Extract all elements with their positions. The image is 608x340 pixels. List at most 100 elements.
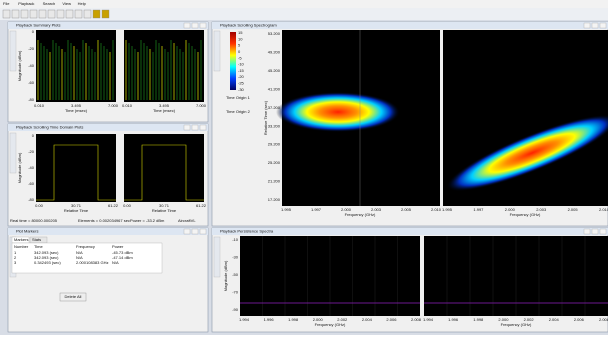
y-tick-label: 45.200 [268, 68, 281, 73]
toolbar-button[interactable] [38, 9, 47, 19]
toolbar-button[interactable] [20, 9, 29, 19]
window-button[interactable] [183, 124, 191, 131]
table [11, 242, 163, 274]
status-text: Power = -33.2 dBm [130, 218, 165, 223]
status-text: Real time = 80000.000205 [10, 218, 58, 223]
time-origin: Time Origin 2 [226, 109, 251, 114]
y-tick-label: -40 [28, 165, 35, 170]
y-tick-label: 53.200 [268, 31, 281, 36]
table-cell: N/A [76, 255, 83, 260]
table-cell: 342.093 (sec) [34, 250, 59, 255]
window-button[interactable] [199, 22, 207, 29]
window-button[interactable] [591, 228, 599, 235]
colorbar-tick: -5 [238, 55, 242, 60]
toolbar-button[interactable] [56, 9, 65, 19]
delete-button[interactable] [59, 292, 87, 302]
window-button[interactable] [199, 228, 207, 235]
table-cell: N/A [112, 260, 119, 265]
menu-item[interactable]: Playback [18, 1, 34, 6]
y-tick-label: -70 [232, 290, 239, 295]
y-tick-label: 0 [32, 29, 35, 34]
title-bar [8, 22, 208, 29]
table-cell: 2.000108383 GHz [76, 260, 108, 265]
x-tick-label: 2.008 [411, 317, 422, 322]
y-tick-label: 21.200 [268, 179, 281, 184]
table-cell: 342.093 (sec) [34, 255, 59, 260]
menu-bar [0, 0, 608, 8]
x-axis-label: Relative Time [152, 208, 177, 213]
side-toolbar [213, 30, 221, 72]
x-axis-label: Time (msec) [153, 108, 176, 113]
x-tick-label: 1.994 [239, 317, 250, 322]
table-cell: N/A [76, 250, 83, 255]
toolbar-button[interactable] [29, 9, 38, 19]
x-tick-label: 2.000 [505, 207, 516, 212]
window-button[interactable] [183, 22, 191, 29]
table-cell: 3 [14, 260, 17, 265]
x-tick-label: 30.71 [71, 203, 82, 208]
window-button[interactable] [191, 228, 199, 235]
window-button[interactable] [583, 22, 591, 29]
y-tick-label: 41.200 [268, 86, 281, 91]
y-tick-label: -40 [28, 63, 35, 68]
x-tick-label: 2.004 [549, 317, 560, 322]
trace [124, 144, 204, 201]
toolbar-button[interactable] [47, 9, 56, 19]
menu-item[interactable]: Help [78, 1, 87, 6]
y-tick-label: -10 [232, 237, 239, 242]
window-title: Playback Summary Plots [16, 23, 60, 28]
menu-item[interactable]: View [62, 1, 71, 6]
window-button[interactable] [183, 228, 191, 235]
tab-label: Stats [32, 237, 41, 242]
toolbar-button[interactable] [2, 9, 11, 19]
toolbar-button[interactable] [83, 9, 92, 19]
menu-item[interactable]: Search [43, 1, 56, 6]
toolbar-button[interactable] [101, 9, 110, 19]
toolbar-button[interactable] [92, 9, 101, 19]
title-bar [212, 228, 608, 235]
y-tick-label: 33.200 [268, 123, 281, 128]
window-button[interactable] [591, 22, 599, 29]
column-header: Number [14, 244, 29, 249]
x-tick-label: 7.000 [196, 103, 207, 108]
y-axis-label: Relative Time (sec) [263, 100, 268, 135]
toolbar-button[interactable] [11, 9, 20, 19]
x-tick-label: 1.997 [473, 207, 484, 212]
x-tick-label: 3.495 [71, 103, 82, 108]
toolbar-button[interactable] [74, 9, 83, 19]
colorbar-tick: 5 [238, 43, 241, 48]
x-tick-label: 2.006 [386, 317, 397, 322]
x-tick-label: 1.995 [281, 207, 292, 212]
window-button[interactable] [583, 228, 591, 235]
y-tick-label: -50 [232, 272, 239, 277]
colorbar-tick: -30 [238, 87, 245, 92]
colorbar-tick: -25 [238, 80, 245, 85]
status-text: Elements = 0.002034967 sec [78, 218, 130, 223]
x-tick-label: 1.997 [311, 207, 322, 212]
window-button[interactable] [599, 22, 607, 29]
y-tick-label: 49.200 [268, 50, 281, 55]
table-cell: -47.14 dBm [112, 255, 133, 260]
side-toolbar [9, 30, 17, 72]
colorbar-tick: 15 [238, 30, 243, 35]
tab-label: Markers [14, 237, 28, 242]
plot-area [124, 30, 204, 102]
x-tick-label: 0.010 [34, 103, 45, 108]
y-tick-label: -60 [28, 80, 35, 85]
column-header: Time [34, 244, 44, 249]
colorbar-tick: -15 [238, 68, 245, 73]
y-tick-label: -60 [28, 181, 35, 186]
table-cell: 2 [14, 255, 17, 260]
table-cell: 1 [14, 250, 17, 255]
window-button[interactable] [191, 22, 199, 29]
time-origin: Time Origin 1 [226, 95, 251, 100]
window-button[interactable] [191, 124, 199, 131]
x-tick-label: 2.000 [341, 207, 352, 212]
colorbar-tick: -10 [238, 62, 245, 67]
y-tick-label: 37.200 [268, 105, 281, 110]
window-button[interactable] [599, 228, 607, 235]
column-header: Power [112, 244, 124, 249]
menu-item[interactable]: File [3, 1, 10, 6]
window-button[interactable] [199, 124, 207, 131]
toolbar-button[interactable] [65, 9, 74, 19]
